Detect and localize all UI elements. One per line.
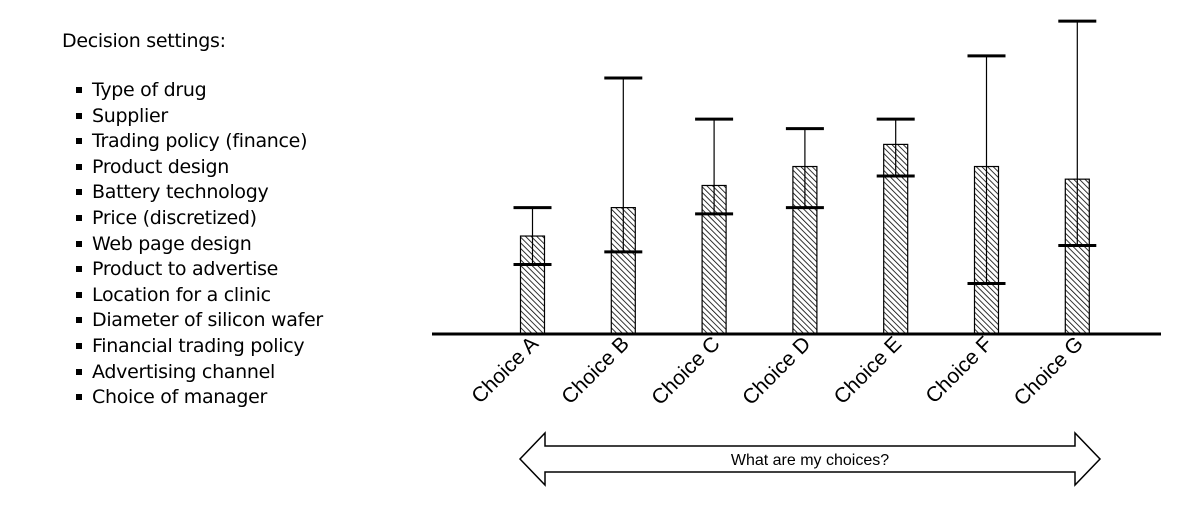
double-arrow-shape <box>518 431 1102 487</box>
settings-item-label: Choice of manager <box>92 386 268 409</box>
bullet-icon <box>76 214 82 221</box>
bullet-icon <box>76 87 82 93</box>
settings-item-label: Product to advertise <box>92 258 279 281</box>
settings-item: Location for a clinic <box>62 283 392 309</box>
x-tick-label: Choice G <box>1010 332 1088 410</box>
bullet-icon <box>76 266 82 273</box>
settings-item-label: Advertising channel <box>92 360 276 383</box>
settings-item: Product to advertise <box>62 257 392 283</box>
bullet-icon <box>76 163 82 170</box>
bullet-icon <box>76 138 82 145</box>
settings-title: Decision settings: <box>62 30 226 52</box>
bullet-icon <box>76 291 82 298</box>
settings-item: Advertising channel <box>62 360 392 386</box>
settings-item: Price (discretized) <box>62 206 392 232</box>
settings-item-label: Supplier <box>92 104 168 127</box>
settings-item: Financial trading policy <box>62 334 392 360</box>
x-tick-label: Choice B <box>557 332 634 409</box>
settings-item: Trading policy (finance) <box>62 129 392 155</box>
x-tick-label: Choice F <box>921 332 997 408</box>
bullet-icon <box>76 189 82 196</box>
settings-item: Web page design <box>62 232 392 258</box>
bullet-icon <box>76 368 82 375</box>
settings-item-label: Trading policy (finance) <box>92 130 308 153</box>
settings-item-label: Type of drug <box>92 79 207 101</box>
settings-item: Diameter of silicon wafer <box>62 308 392 334</box>
settings-item-label: Product design <box>92 155 230 178</box>
settings-list: Type of drug Supplier Trading policy (fina… <box>62 78 392 411</box>
bullet-icon <box>76 317 82 324</box>
settings-item: Battery technology <box>62 180 392 206</box>
settings-item-label: Diameter of silicon wafer <box>92 309 323 332</box>
x-tick-label: Choice E <box>830 332 907 409</box>
settings-item-label: Web page design <box>92 232 252 255</box>
bullet-icon <box>76 240 82 247</box>
arrow-label: What are my choices? <box>731 452 889 469</box>
settings-item-label: Battery technology <box>92 181 269 204</box>
bullet-icon <box>76 342 82 349</box>
bars-layer <box>513 19 1097 335</box>
tick-labels-layer: Choice A Choice B Choice C Choice D Choice E… <box>467 332 1088 410</box>
settings-item-label: Price (discretized) <box>92 206 257 229</box>
x-tick-label: Choice C <box>647 332 724 409</box>
settings-item: Type of drug <box>62 78 392 104</box>
settings-item: Choice of manager <box>62 385 392 411</box>
settings-item-label: Financial trading policy <box>92 334 305 357</box>
decision-settings-panel: Decision settings: Type of drug Supplier T… <box>62 30 392 411</box>
settings-item: Supplier <box>62 104 392 130</box>
x-tick-label: Choice D <box>738 332 815 409</box>
settings-item: Product design <box>62 155 392 181</box>
bullet-icon <box>76 394 82 401</box>
bullet-icon <box>76 112 82 119</box>
x-tick-label: Choice A <box>467 332 543 408</box>
choices-arrow: What are my choices? <box>518 431 1102 487</box>
settings-item-label: Location for a clinic <box>92 283 271 306</box>
